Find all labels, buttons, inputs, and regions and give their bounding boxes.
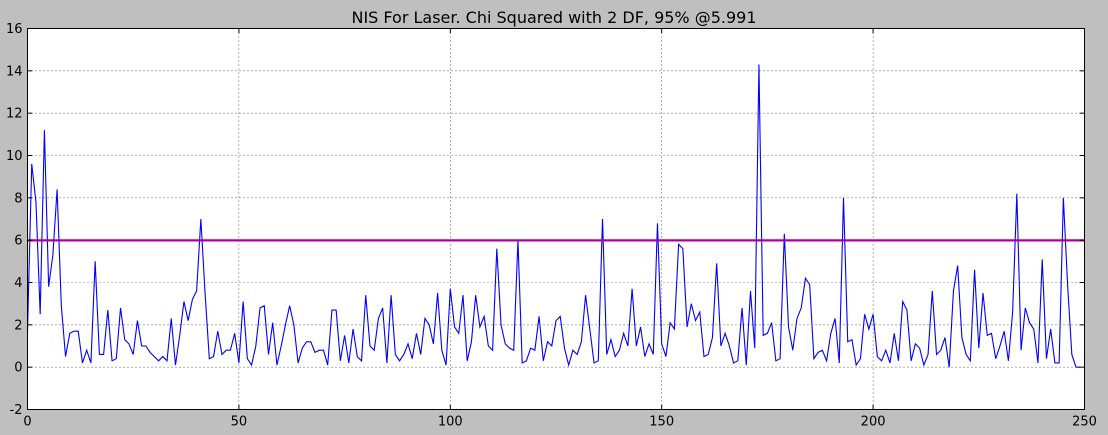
x-tick-label: 100 bbox=[438, 415, 463, 430]
plot-frame bbox=[27, 28, 1085, 410]
y-tick-label: 10 bbox=[6, 149, 23, 164]
y-tick-label: 16 bbox=[6, 22, 23, 37]
chart-title: NIS For Laser. Chi Squared with 2 DF, 95… bbox=[351, 8, 756, 27]
plot-area bbox=[27, 28, 1085, 410]
x-tick-label: 0 bbox=[23, 415, 31, 430]
y-tick-label: 0 bbox=[14, 361, 22, 376]
axis-ticks bbox=[27, 28, 1085, 410]
y-tick-label: 4 bbox=[14, 276, 22, 291]
y-tick-label: 6 bbox=[14, 234, 22, 249]
y-tick-label: 8 bbox=[14, 191, 22, 206]
x-tick-label: 50 bbox=[231, 415, 248, 430]
y-tick-label: 2 bbox=[14, 318, 22, 333]
y-tick-label: -2 bbox=[10, 403, 23, 418]
x-tick-label: 200 bbox=[861, 415, 886, 430]
y-tick-label: 14 bbox=[6, 64, 23, 79]
x-tick-label: 150 bbox=[649, 415, 674, 430]
x-tick-label: 250 bbox=[1072, 415, 1097, 430]
nis-series-line bbox=[26, 64, 1081, 368]
y-tick-label: 12 bbox=[6, 107, 23, 122]
data-series bbox=[26, 64, 1085, 368]
